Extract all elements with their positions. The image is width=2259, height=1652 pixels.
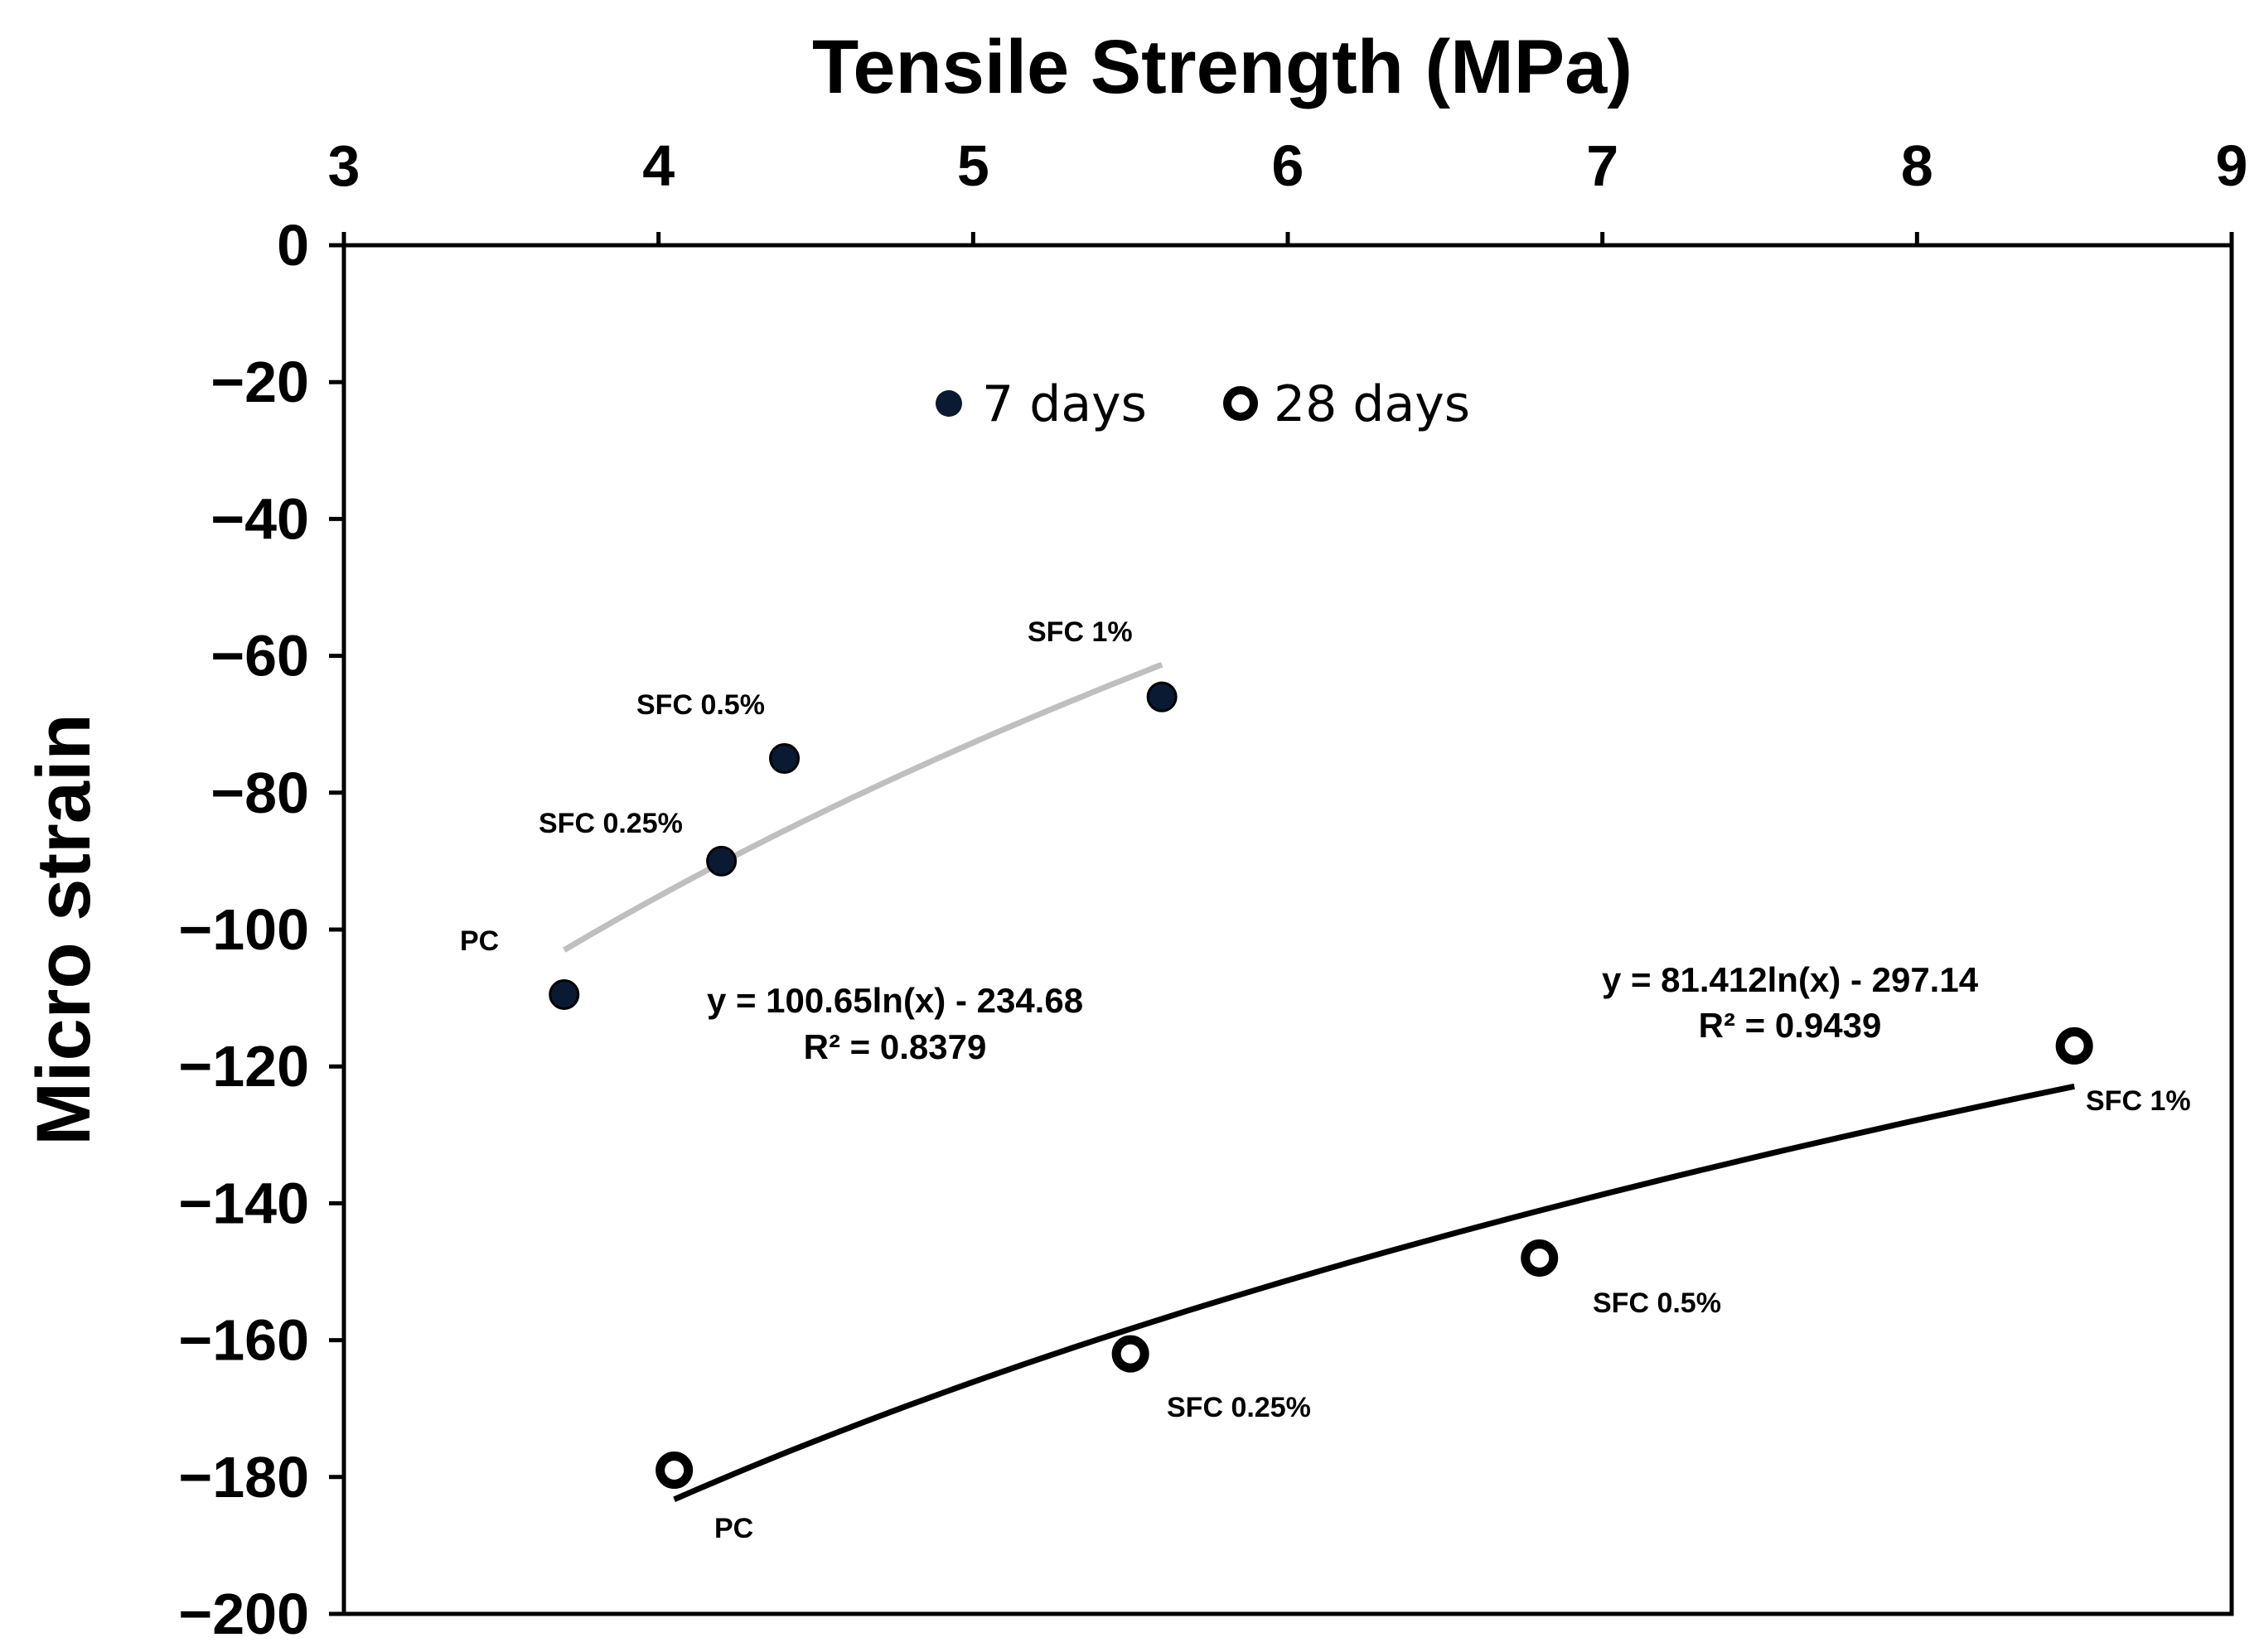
x-tick-label: 5 [957, 133, 989, 198]
legend: 7 days 28 days [936, 375, 1470, 433]
point-7-days-4 [1146, 681, 1178, 712]
point-28-days-3 [1521, 1239, 1559, 1277]
y-axis: 0 −20 −40 −60 −80 −100 −120 −140 −160 −180 −200 [178, 213, 344, 1646]
x-axis: 3 4 5 6 7 8 9 [328, 133, 2248, 245]
equation-7-days: y = 100.65ln(x) - 234.68 [707, 981, 1083, 1020]
point-label-28-days-pc: PC [714, 1513, 753, 1544]
trendline-28-days [673, 1083, 2075, 1503]
trendline-7-days [563, 661, 1163, 953]
y-tick-label: −80 [210, 761, 309, 825]
legend-marker-28-days [1223, 386, 1258, 421]
y-axis-title: Micro strain [22, 713, 106, 1145]
y-tick-label: −140 [178, 1171, 309, 1235]
data-points [549, 681, 2093, 1490]
r2-7-days: R² = 0.8379 [804, 1027, 987, 1066]
point-label-28-days-sfc-025: SFC 0.25% [1167, 1392, 1311, 1423]
legend-label-28-days: 28 days [1274, 375, 1470, 433]
equation-28-days: y = 81.412ln(x) - 297.14 [1602, 960, 1979, 999]
y-tick-label: −40 [210, 486, 309, 551]
y-tick-label: 0 [277, 213, 309, 278]
legend-label-7-days: 7 days [982, 375, 1147, 433]
point-label-7-days-sfc-025: SFC 0.25% [539, 808, 683, 839]
legend-marker-7-days [936, 390, 962, 417]
point-28-days-4 [2055, 1026, 2093, 1065]
point-label-28-days-sfc-1: SFC 1% [2086, 1085, 2191, 1117]
point-7-days-1 [549, 978, 580, 1010]
y-tick-label: −200 [178, 1582, 309, 1646]
y-tick-label: −100 [178, 897, 309, 962]
x-axis-title: Tensile Strength (MPa) [812, 25, 1633, 109]
point-label-7-days-sfc-1: SFC 1% [1028, 616, 1133, 648]
x-tick-label: 6 [1272, 133, 1304, 198]
point-label-7-days-sfc-05: SFC 0.5% [636, 689, 765, 721]
r2-28-days: R² = 0.9439 [1699, 1006, 1882, 1045]
x-tick-label: 9 [2216, 133, 2248, 198]
x-tick-label: 7 [1586, 133, 1618, 198]
x-tick-label: 3 [328, 133, 360, 198]
y-tick-label: −160 [178, 1308, 309, 1373]
y-tick-label: −20 [210, 350, 309, 414]
point-28-days-1 [655, 1452, 694, 1490]
y-tick-label: −120 [178, 1034, 309, 1099]
point-7-days-2 [706, 845, 738, 877]
point-7-days-3 [769, 743, 801, 774]
point-label-7-days-pc: PC [460, 925, 499, 957]
x-tick-label: 8 [1901, 133, 1933, 198]
y-tick-label: −60 [210, 624, 309, 688]
y-tick-label: −180 [178, 1445, 309, 1510]
x-tick-label: 4 [642, 133, 675, 198]
point-28-days-2 [1111, 1335, 1149, 1373]
point-label-28-days-sfc-05: SFC 0.5% [1593, 1287, 1721, 1319]
